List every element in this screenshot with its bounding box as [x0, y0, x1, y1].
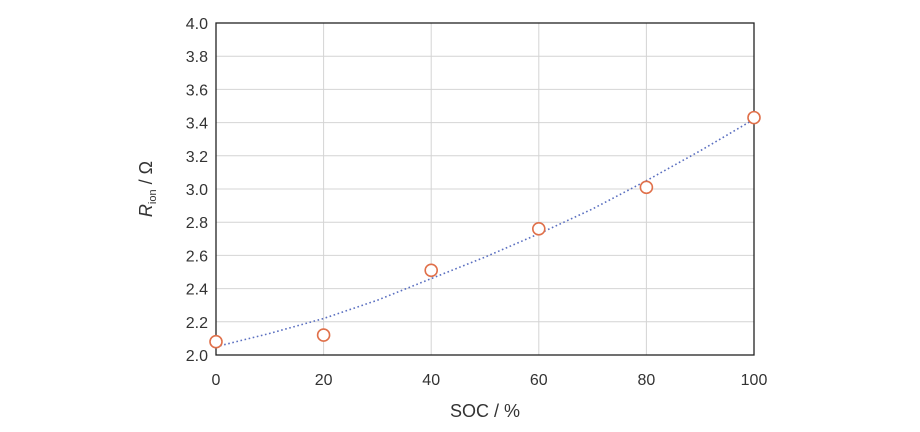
- y-axis-subscript: ion: [147, 189, 159, 204]
- data-point-0-0: [209, 334, 223, 349]
- y-tick-label-0: 2.0: [186, 348, 208, 365]
- data-point-0-4: [639, 180, 654, 195]
- x-tick-label-4: 80: [638, 372, 656, 389]
- y-tick-label-6: 3.2: [186, 149, 208, 166]
- y-tick-label-3: 2.6: [186, 248, 208, 265]
- y-tick-label-7: 3.4: [186, 116, 208, 133]
- y-axis-label: Rion / Ω: [136, 161, 159, 217]
- y-axis-unit: / Ω: [136, 161, 156, 189]
- plot-area-border: [215, 22, 755, 356]
- x-axis-label: SOC / %: [450, 401, 520, 421]
- data-point-0-2: [424, 263, 439, 278]
- y-axis-symbol: R: [136, 204, 156, 217]
- y-tick-label-10: 4.0: [186, 16, 208, 33]
- y-tick-label-9: 3.8: [186, 49, 208, 66]
- y-tick-label-4: 2.8: [186, 215, 208, 232]
- data-points: [209, 110, 761, 349]
- x-tick-label-3: 60: [530, 372, 548, 389]
- data-point-0-3: [531, 222, 546, 236]
- y-tick-label-8: 3.6: [186, 82, 208, 99]
- data-point-0-1: [316, 328, 331, 342]
- x-tick-label-1: 20: [315, 372, 333, 389]
- y-tick-labels: 2.0 2.2 2.4 2.6 2.8 3.0 3.2 3.4 3.6 3.8 4.0: [186, 16, 208, 365]
- x-tick-labels: 0 20 40 60 80 100: [212, 372, 768, 389]
- trendline: [215, 118, 755, 348]
- x-tick-label-2: 40: [422, 372, 440, 389]
- x-tick-label-0: 0: [212, 372, 221, 389]
- y-tick-label-5: 3.0: [186, 182, 208, 199]
- x-tick-label-5: 100: [741, 372, 768, 389]
- y-tick-label-2: 2.4: [186, 282, 208, 299]
- data-point-0-5: [747, 110, 761, 125]
- y-tick-label-1: 2.2: [186, 315, 208, 332]
- grid-lines: [215, 22, 755, 356]
